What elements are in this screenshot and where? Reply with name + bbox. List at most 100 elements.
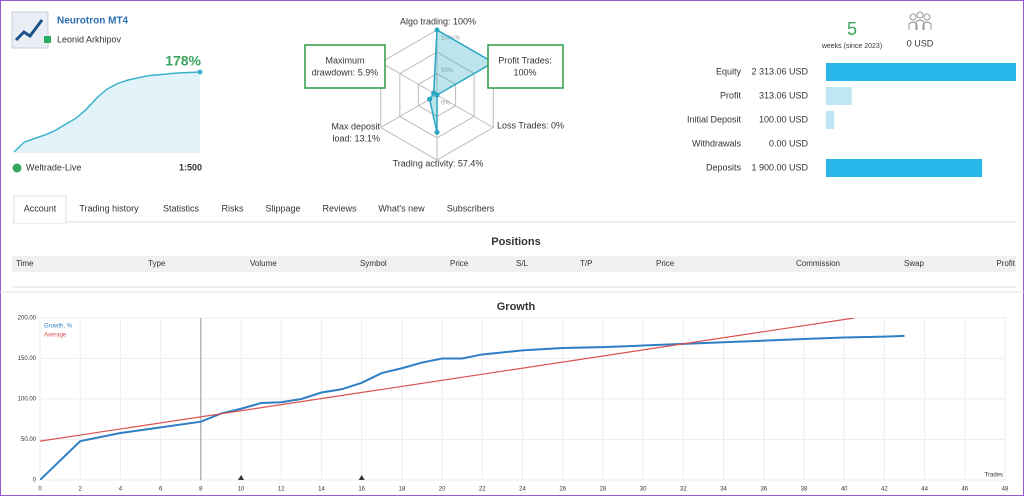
series-line (40, 318, 855, 442)
label-box (304, 44, 386, 89)
y-tick-label: 200.00 (18, 316, 37, 322)
x-tick-label: 28 (600, 487, 607, 493)
mini-area (14, 72, 200, 152)
radar-point (431, 90, 437, 96)
radar-axis (436, 94, 494, 128)
x-tick-label: 26 (559, 487, 566, 493)
title[interactable]: Neurotron MT4 (57, 16, 129, 27)
column-header: Time (16, 259, 34, 268)
mini-dot (197, 69, 203, 75)
balance-label: Equity (716, 66, 742, 76)
x-tick-label: 24 (519, 487, 526, 493)
column-header: Volume (250, 259, 277, 268)
x-tick-label: 38 (801, 487, 808, 493)
balance-value: 100.00 USD (759, 114, 809, 124)
ring-label: 0% (441, 101, 450, 107)
subscribers-icon (908, 11, 932, 30)
series-line (40, 334, 905, 480)
radar-chart: 100+%50%0%Algo trading: 100%Profit Trade… (304, 16, 564, 168)
trade-marker (238, 475, 245, 480)
radar-label: 100% (513, 67, 536, 77)
label-box (487, 44, 564, 89)
growth-value: 178% (165, 53, 201, 69)
mini-chart (13, 69, 203, 153)
tab[interactable]: What's new (378, 203, 425, 213)
x-tick-label: 32 (680, 487, 687, 493)
radar-label: Algo trading: 100% (400, 16, 476, 26)
growth-title: Growth (497, 301, 536, 313)
x-tick-label: 0 (38, 487, 42, 493)
weeks: 5 (847, 19, 857, 39)
x-tick-label: 40 (841, 487, 848, 493)
balance-value: 0.00 USD (769, 138, 809, 148)
broker-icon (12, 163, 22, 173)
x-tick-label: 10 (238, 487, 245, 493)
x-tick-label: 2 (79, 487, 83, 493)
columns: Time Type Volume Symbol Price S/L T/P Price Comm… (16, 259, 1016, 268)
radar-label: drawdown: 5.9% (312, 67, 379, 77)
column-header: Profit (996, 259, 1015, 268)
balance-value: 2 313.06 USD (751, 66, 808, 76)
column-header: S/L (516, 259, 529, 268)
radar-label: Maximum (325, 55, 364, 65)
tab[interactable]: Account (24, 203, 57, 213)
radar-label: Trading activity: 57.4% (393, 158, 484, 168)
y-tick-label: 100.00 (18, 397, 37, 403)
column-header: Price (450, 259, 469, 268)
balance-value: 313.06 USD (759, 90, 809, 100)
x-tick-label: 34 (720, 487, 727, 493)
radar-label: load: 13.1% (332, 133, 380, 143)
balance-bar (826, 159, 983, 177)
balance-bar (826, 87, 852, 105)
x-tick-label: 46 (961, 487, 968, 493)
legend-entry: Growth, % (44, 324, 73, 330)
tab[interactable]: Reviews (322, 203, 357, 213)
subscribers: 0 USD (907, 38, 934, 48)
y-tick-label: 0 (33, 478, 37, 484)
column-header: Symbol (360, 259, 387, 268)
radar-axis (380, 62, 438, 96)
x-tick-label: 36 (760, 487, 767, 493)
balance-label: Deposits (706, 162, 742, 172)
x-tick-label: 42 (881, 487, 888, 493)
table-header (12, 256, 1016, 272)
column-header: Price (656, 259, 675, 268)
logo (11, 11, 51, 49)
radar-label: Max deposit (331, 121, 380, 131)
balance-bar (826, 111, 835, 129)
balances: Equity 2 313.06 USD Profit 313.06 USD Initia… (687, 63, 1016, 177)
ring-label: 50% (441, 68, 454, 74)
x-tick-label: 44 (921, 487, 928, 493)
radar-label: Loss Trades: 0% (497, 120, 564, 130)
tabs: Account Trading history Statistics Risks Sli… (12, 195, 1016, 224)
x-tick-label: 22 (479, 487, 486, 493)
trade-marker (358, 475, 365, 480)
tab[interactable]: Risks (222, 203, 244, 213)
positions-title: Positions (491, 236, 541, 248)
column-header: Type (148, 259, 166, 268)
x-tick-label: 8 (199, 487, 203, 493)
radar-point (434, 129, 440, 135)
radar-label: Profit Trades: (498, 55, 552, 65)
x-tick-label: 48 (1002, 487, 1009, 493)
tab[interactable]: Subscribers (447, 203, 495, 213)
x-tick-label: 4 (119, 487, 123, 493)
mini-line (13, 71, 201, 153)
author[interactable]: Leonid Arkhipov (57, 34, 122, 44)
x-tick-label: 14 (318, 487, 325, 493)
balance-label: Initial Deposit (687, 114, 742, 124)
balance-bar (826, 63, 1016, 81)
tab[interactable]: Statistics (163, 203, 200, 213)
radar-point (434, 27, 440, 33)
x-tick-label: 18 (399, 487, 406, 493)
tab[interactable]: Slippage (265, 203, 300, 213)
tab[interactable]: Trading history (79, 203, 139, 213)
broker: Weltrade-Live (26, 162, 81, 172)
x-tick-label: 20 (439, 487, 446, 493)
x-tick-label: 30 (640, 487, 647, 493)
balance-value: 1 900.00 USD (751, 162, 808, 172)
active-tab (13, 195, 67, 224)
legend-entry: Average (44, 333, 67, 339)
balance-label: Withdrawals (692, 138, 742, 148)
